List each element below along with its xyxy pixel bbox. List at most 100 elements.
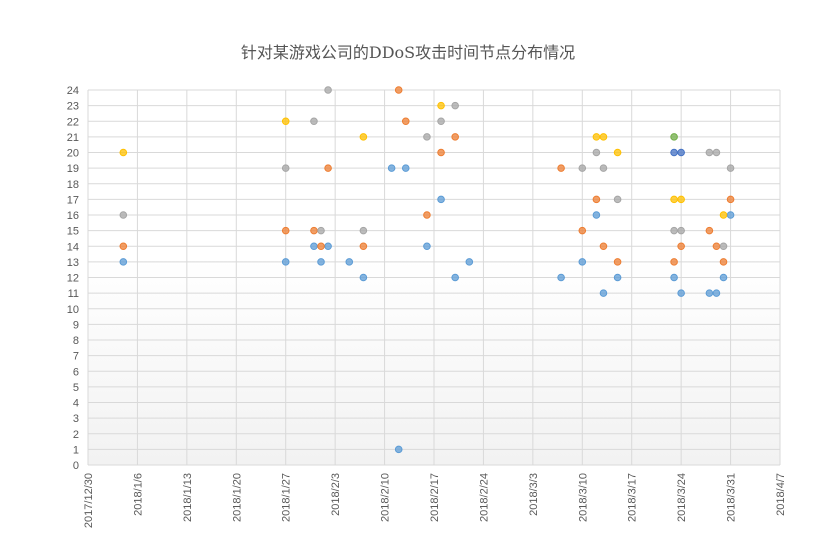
x-tick-label: 2018/2/10	[380, 473, 392, 522]
data-point	[401, 117, 410, 126]
data-point	[423, 242, 431, 251]
data-point	[324, 86, 332, 94]
data-point	[726, 164, 735, 172]
data-point	[310, 117, 318, 126]
data-point	[451, 273, 459, 282]
data-point	[670, 273, 678, 282]
data-point	[677, 242, 685, 251]
data-point	[592, 133, 601, 141]
data-point	[592, 195, 601, 204]
x-tick-label: 2018/1/6	[132, 473, 144, 516]
x-tick-label: 2018/4/7	[775, 473, 787, 516]
data-point	[578, 258, 587, 266]
data-point	[712, 289, 721, 297]
y-tick-label: 1	[73, 444, 79, 456]
data-point	[599, 289, 608, 297]
data-point	[670, 133, 678, 141]
data-point	[394, 86, 403, 94]
y-tick-label: 18	[67, 179, 79, 191]
x-tick-label: 2018/2/3	[330, 473, 342, 516]
data-point	[670, 258, 678, 266]
data-point	[677, 195, 685, 204]
y-tick-label: 6	[73, 366, 79, 378]
y-tick-label: 17	[67, 194, 79, 206]
y-tick-label: 16	[67, 210, 79, 222]
data-point	[719, 242, 728, 251]
y-tick-label: 20	[67, 148, 79, 160]
y-tick-label: 11	[68, 288, 79, 300]
y-tick-label: 10	[67, 304, 79, 316]
data-point	[281, 258, 290, 266]
data-point	[345, 258, 354, 266]
data-point	[712, 242, 721, 251]
y-tick-label: 3	[73, 413, 79, 425]
data-point	[423, 133, 431, 141]
data-point	[119, 242, 128, 251]
data-point	[387, 164, 396, 172]
data-point	[317, 258, 325, 266]
data-point	[726, 211, 735, 219]
data-point	[592, 211, 601, 219]
data-point	[310, 242, 318, 251]
data-point	[719, 258, 728, 266]
x-tick-label: 2018/2/17	[429, 473, 441, 522]
data-point	[423, 211, 431, 219]
data-point	[281, 164, 290, 172]
y-tick-label: 8	[73, 335, 79, 347]
data-point	[451, 133, 459, 141]
data-point	[599, 133, 608, 141]
data-points	[119, 86, 735, 454]
data-point	[437, 101, 445, 110]
y-tick-label: 22	[67, 116, 79, 128]
data-point	[119, 148, 128, 157]
data-point	[119, 211, 128, 219]
y-tick-label: 2	[73, 429, 79, 441]
data-point	[437, 148, 445, 157]
data-point	[712, 148, 721, 157]
data-point	[677, 148, 685, 157]
data-point	[119, 258, 128, 266]
data-point	[317, 226, 325, 235]
data-point	[451, 101, 459, 110]
x-tick-label: 2018/3/17	[627, 473, 639, 522]
x-axis-tick-labels: 2017/12/30 2018/1/6 2018/1/13 2018/1/20 2018…	[83, 473, 787, 528]
data-point	[359, 133, 368, 141]
data-point	[670, 226, 678, 235]
data-point	[705, 226, 714, 235]
x-tick-label: 2018/1/13	[182, 473, 194, 522]
data-point	[310, 226, 318, 235]
data-point	[324, 164, 332, 172]
data-point	[613, 148, 622, 157]
y-tick-label: 24	[67, 85, 79, 97]
y-tick-label: 23	[67, 101, 79, 113]
data-point	[359, 242, 368, 251]
data-point	[613, 258, 622, 266]
chart-title: 针对某游戏公司的DDoS攻击时间节点分布情况	[241, 43, 575, 62]
y-tick-label: 7	[73, 351, 79, 363]
x-tick-label: 2018/3/24	[676, 473, 688, 522]
x-tick-label: 2018/1/20	[231, 473, 243, 522]
x-tick-label: 2018/3/10	[577, 473, 589, 522]
y-tick-label: 15	[67, 226, 79, 238]
y-tick-label: 13	[67, 257, 79, 269]
data-point	[599, 242, 608, 251]
data-point	[359, 273, 368, 282]
x-tick-label: 2018/2/24	[478, 473, 490, 522]
data-point	[705, 289, 714, 297]
data-point	[613, 273, 622, 282]
x-tick-label: 2018/3/31	[726, 473, 738, 522]
data-point	[281, 117, 290, 126]
y-tick-label: 19	[67, 163, 79, 175]
data-point	[677, 226, 685, 235]
data-point	[465, 258, 474, 266]
data-point	[557, 273, 565, 282]
y-tick-label: 14	[67, 241, 79, 253]
y-tick-label: 12	[67, 273, 79, 285]
data-point	[401, 164, 410, 172]
data-point	[719, 273, 728, 282]
data-point	[359, 226, 368, 235]
data-point	[719, 211, 728, 219]
